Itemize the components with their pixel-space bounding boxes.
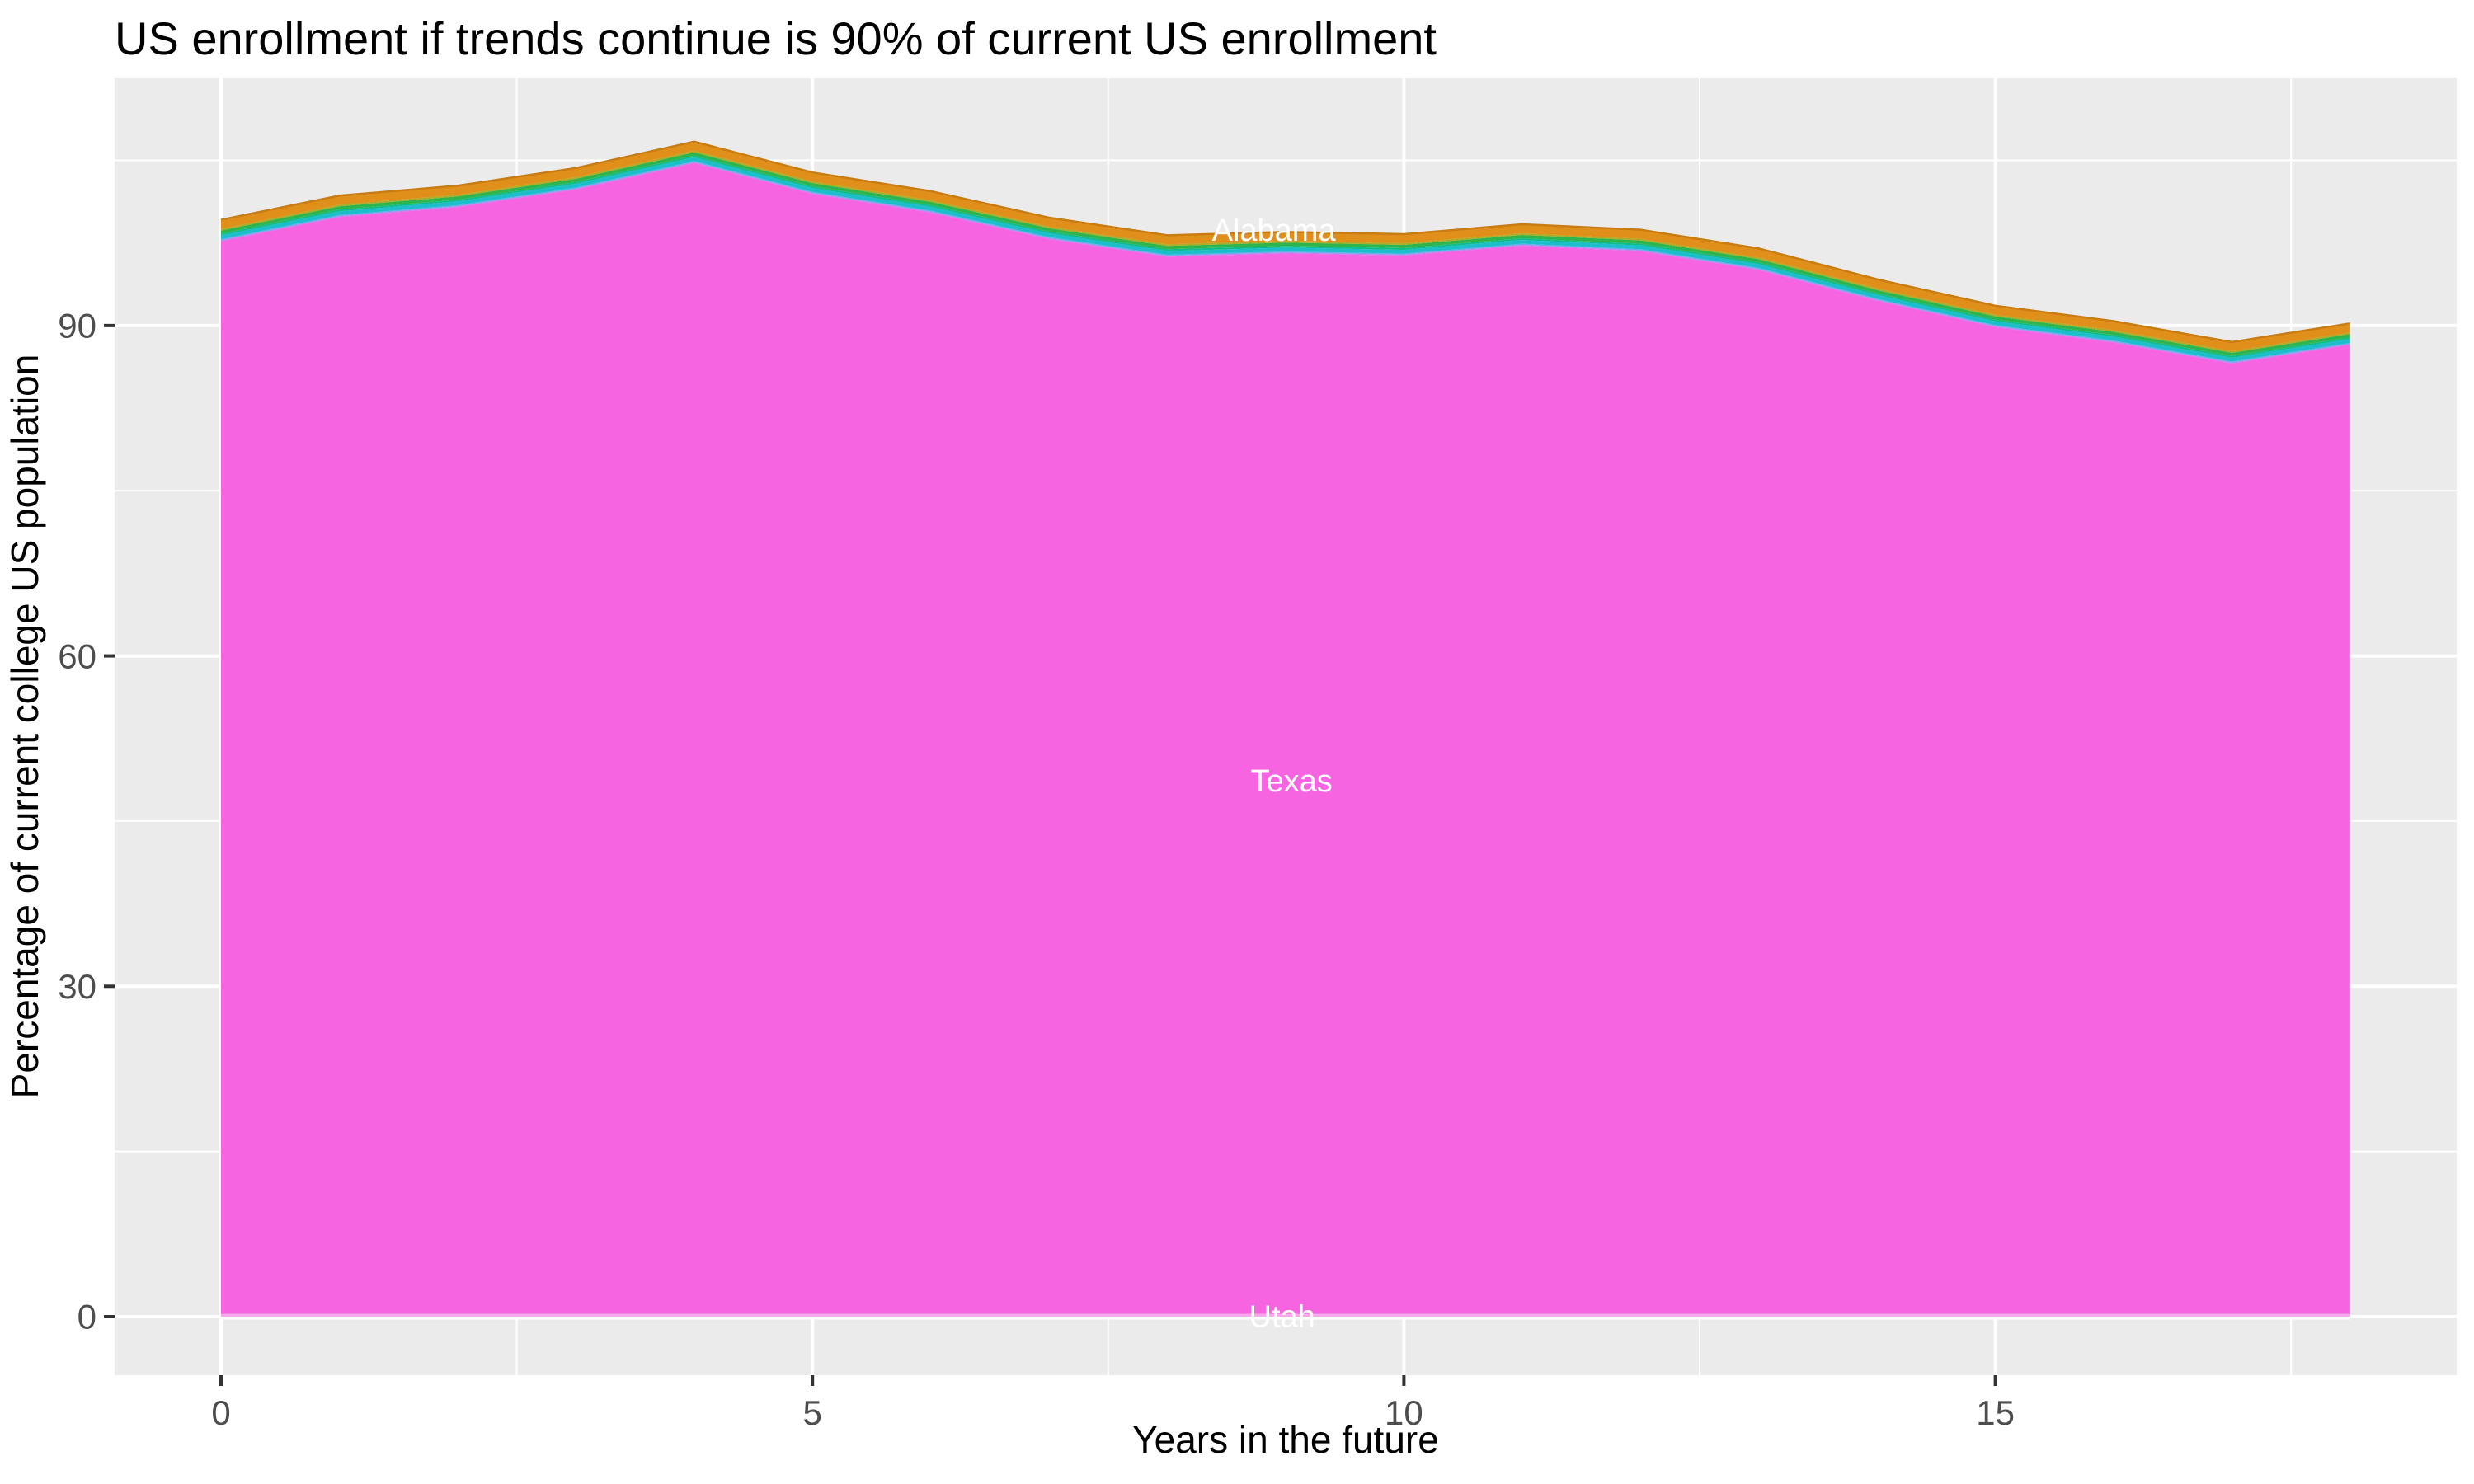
x-tick-label: 15	[1976, 1393, 2015, 1432]
area-band-alabama	[221, 141, 2350, 351]
area-band-texas	[221, 162, 2350, 1314]
x-tick-label: 0	[211, 1393, 230, 1432]
y-tick-label: 90	[58, 307, 96, 345]
y-tick-label: 0	[78, 1298, 96, 1336]
chart-title: US enrollment if trends continue is 90% …	[115, 12, 1437, 64]
area-label-texas: Texas	[1250, 764, 1332, 799]
area-label-alabama: Alabama	[1212, 214, 1337, 248]
area-band-utah	[221, 1313, 2350, 1317]
y-tick-label: 60	[58, 636, 96, 675]
area-label-utah: Utah	[1249, 1299, 1315, 1334]
x-tick-label: 10	[1385, 1393, 1423, 1432]
x-axis-title: Years in the future	[1132, 1418, 1439, 1461]
area-band	[221, 157, 2350, 362]
area-top-edge	[220, 140, 2351, 344]
y-tick-label: 30	[58, 967, 96, 1006]
x-tick-label: 5	[803, 1393, 822, 1432]
y-axis-title: Percentage of current college US populat…	[3, 355, 46, 1099]
